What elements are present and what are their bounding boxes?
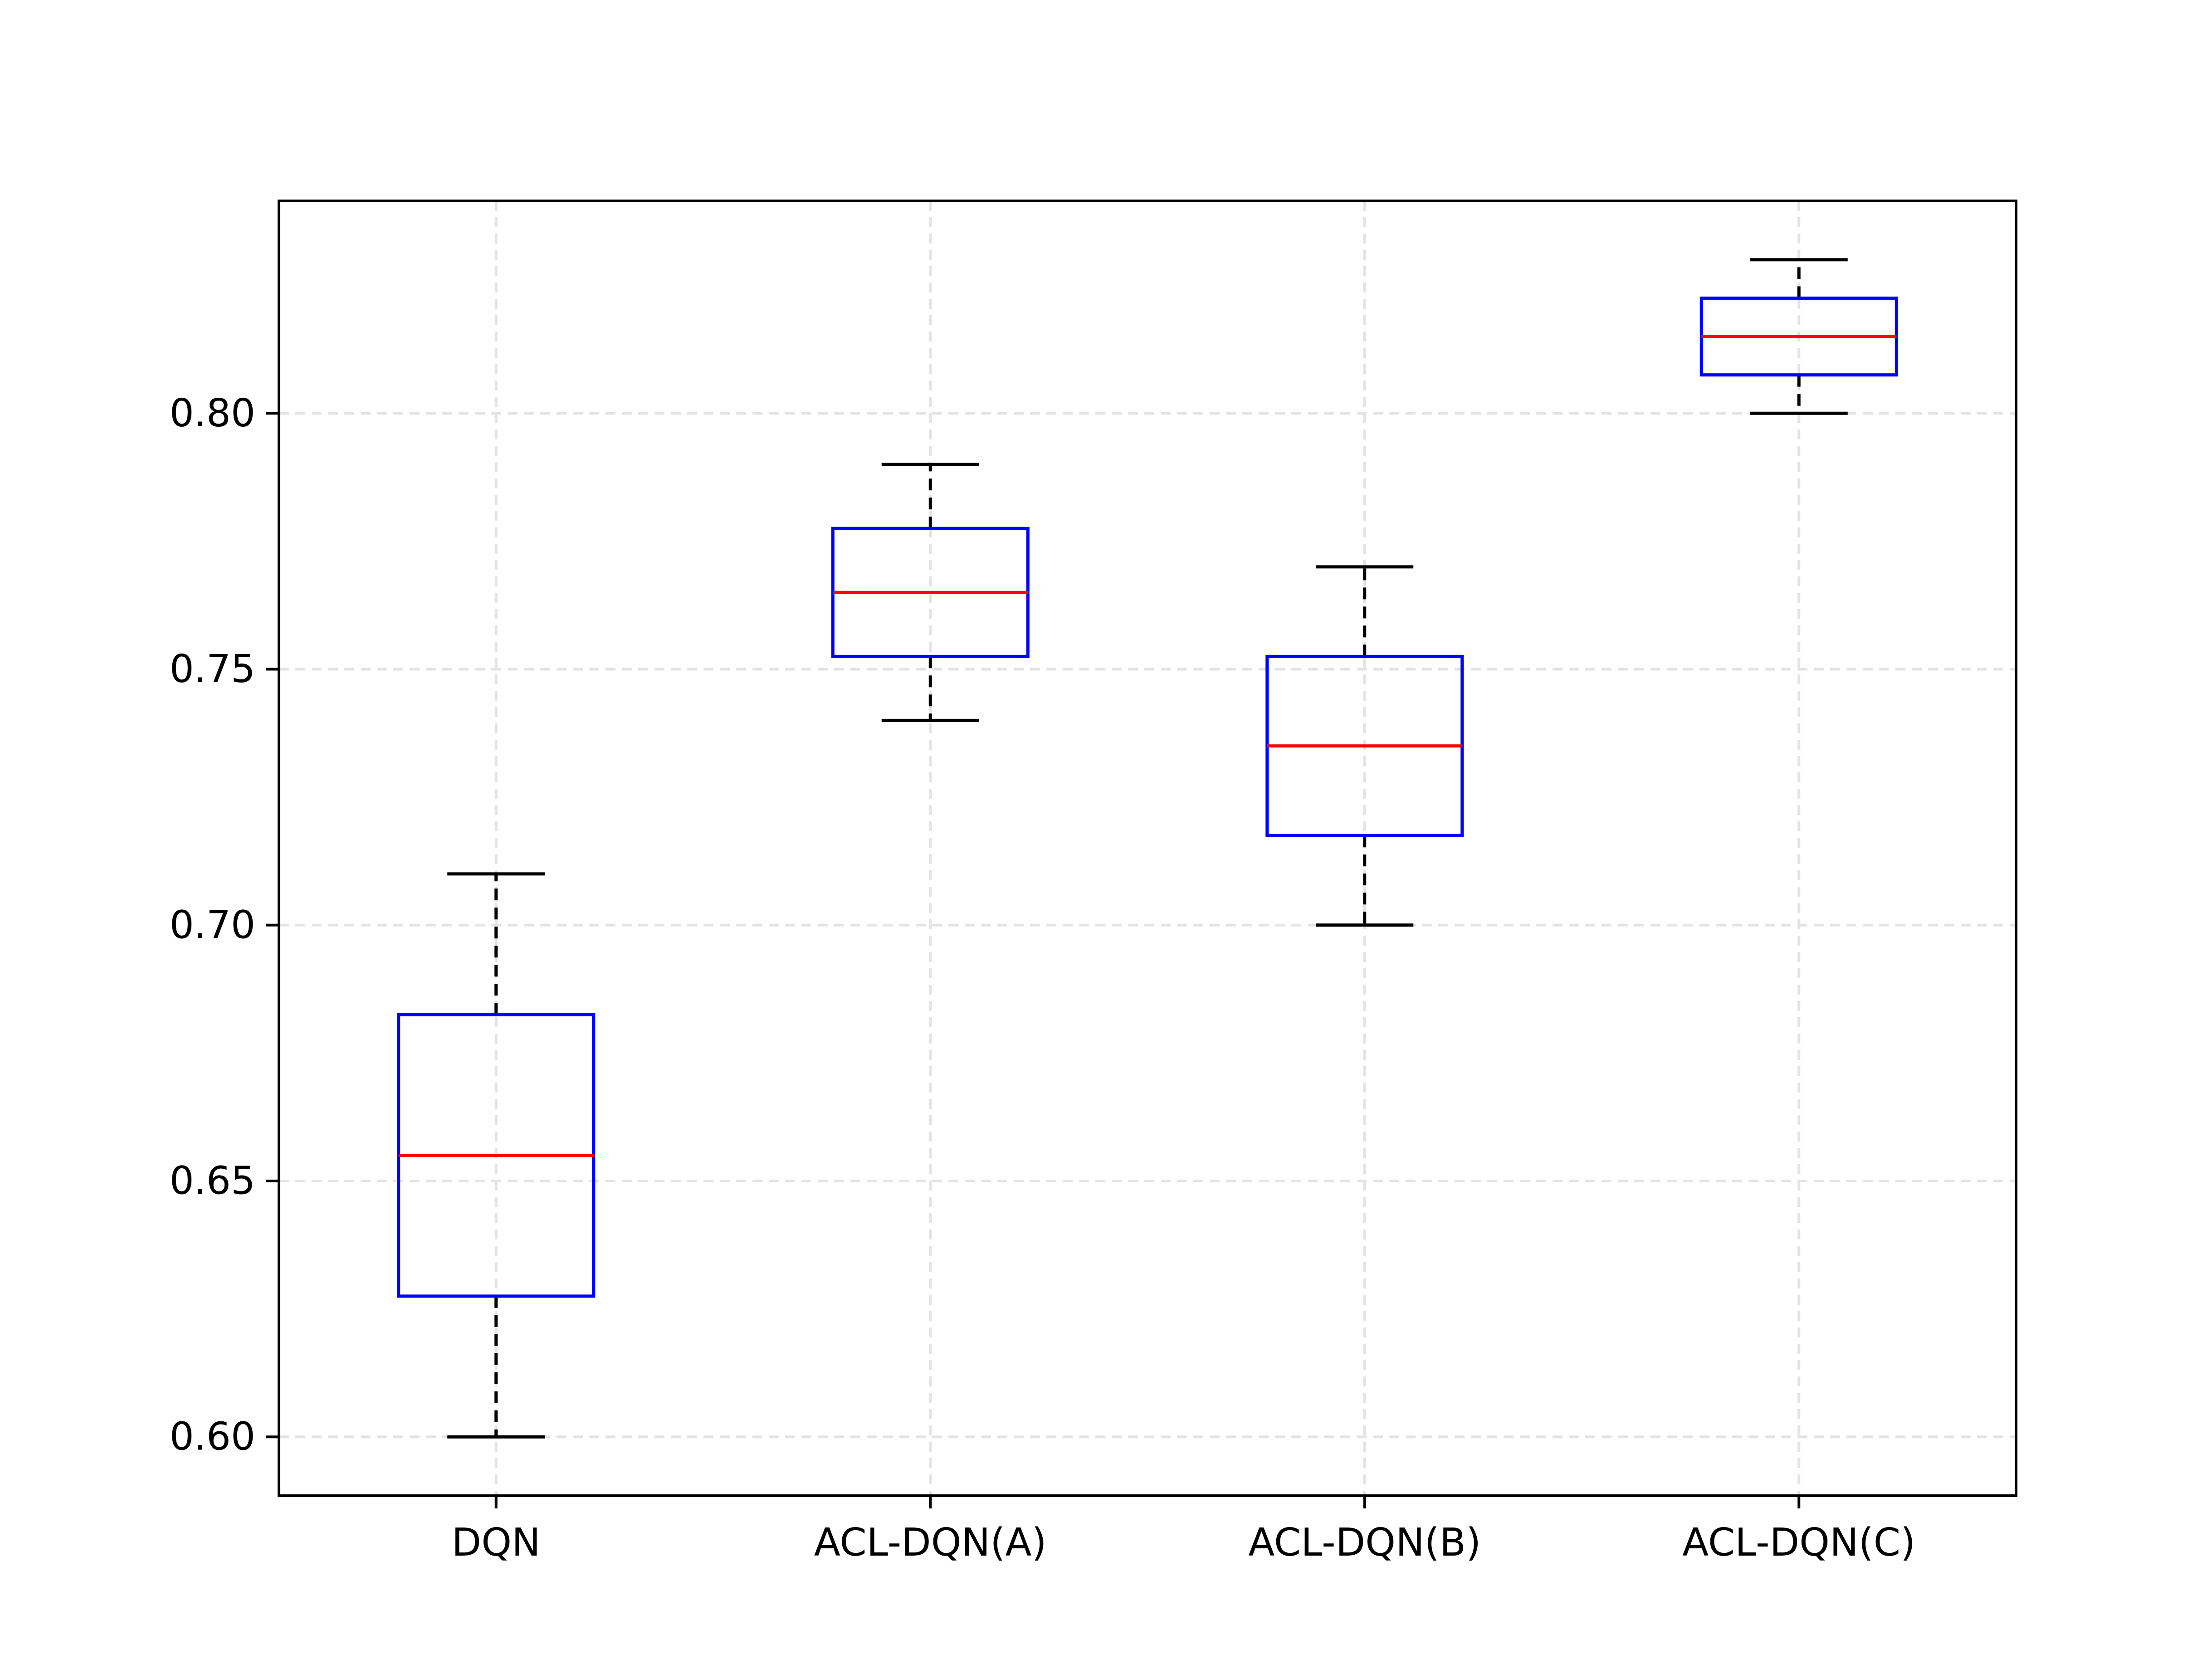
- y-tick-label: 0.70: [170, 903, 255, 947]
- grid-layer: [279, 201, 2016, 1496]
- box-group: [831, 463, 1030, 722]
- box-group: [1265, 565, 1464, 927]
- box-group: [1699, 258, 1898, 415]
- y-tick-label: 0.80: [170, 391, 255, 436]
- y-tick-label: 0.60: [170, 1415, 255, 1459]
- y-tick-label: 0.75: [170, 647, 255, 692]
- box-layer: [397, 258, 1898, 1439]
- tick-layer: 0.60 0.65 0.70 0.75 0.80 DQN ACL-DQN(A) ACL-DQN…: [170, 391, 1916, 1565]
- plot-frame: [278, 200, 2017, 1497]
- y-tick-label: 0.65: [170, 1158, 255, 1203]
- x-tick-label: ACL-DQN(A): [814, 1520, 1047, 1565]
- box-group: [397, 872, 596, 1439]
- x-tick-label: ACL-DQN(C): [1682, 1520, 1915, 1565]
- x-tick-label: ACL-DQN(B): [1248, 1520, 1481, 1565]
- x-tick-label: DQN: [452, 1520, 541, 1565]
